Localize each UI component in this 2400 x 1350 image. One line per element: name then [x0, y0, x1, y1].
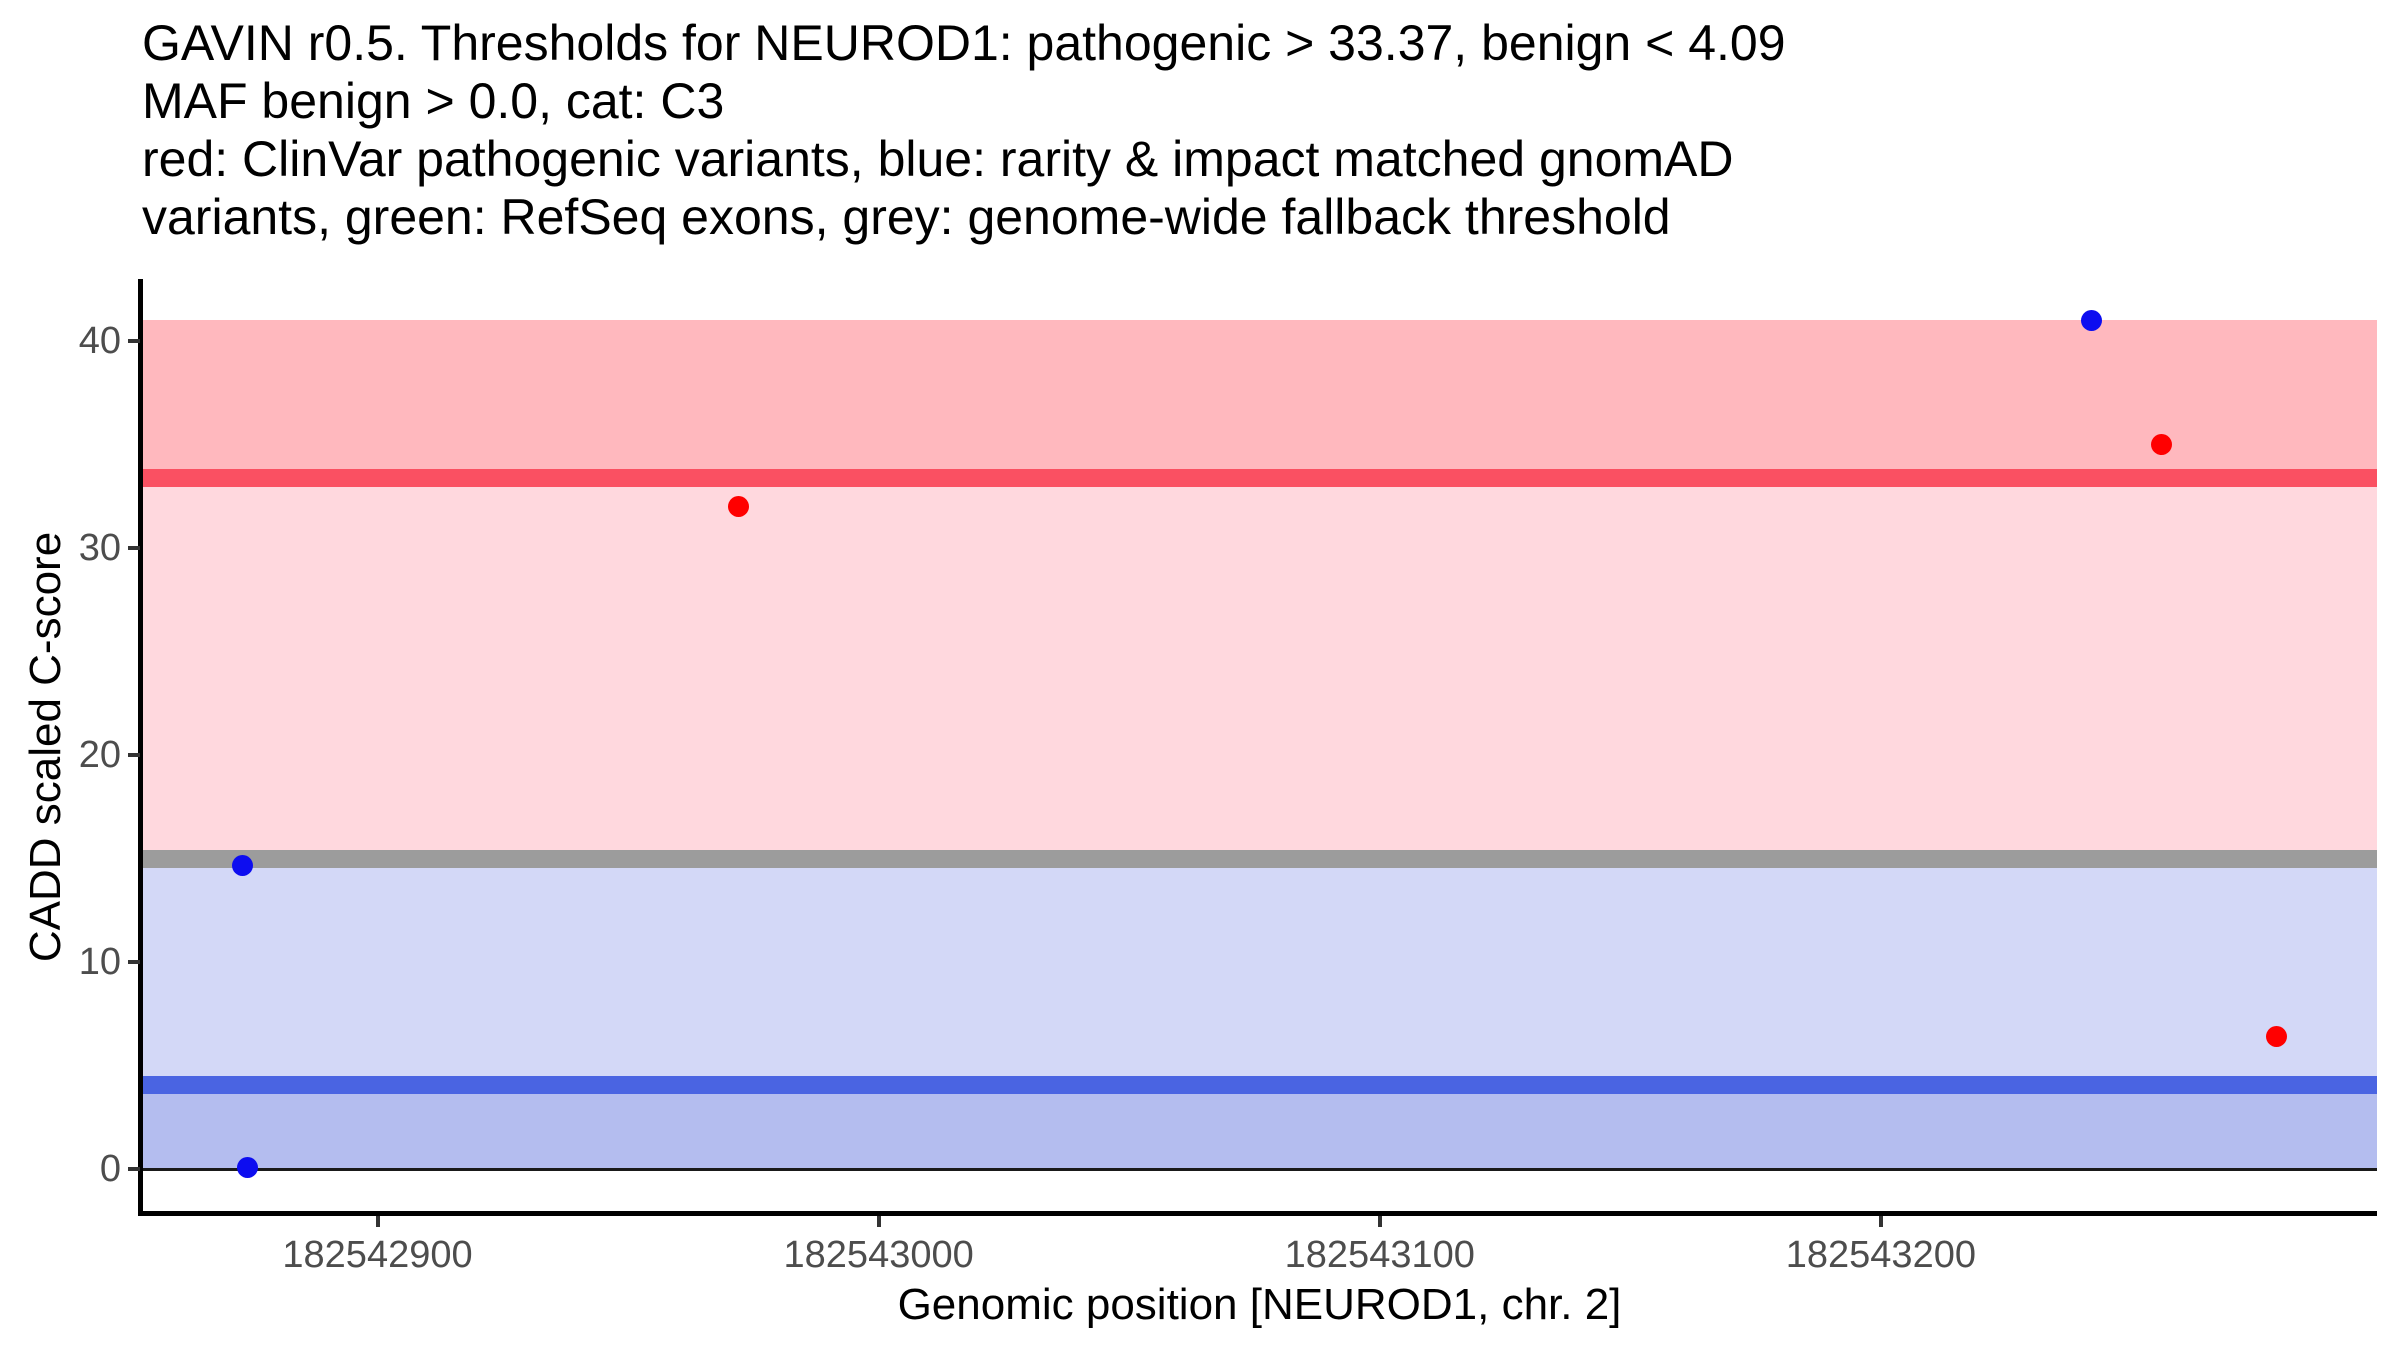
- x-tick-mark: [1377, 1216, 1382, 1227]
- x-tick-mark: [1878, 1216, 1883, 1227]
- plot-title-line-2: MAF benign > 0.0, cat: C3: [142, 73, 725, 129]
- plot-title-line-3: red: ClinVar pathogenic variants, blue: …: [142, 131, 1734, 187]
- x-tick-label: 182543000: [783, 1234, 974, 1276]
- plot-title: GAVIN r0.5. Thresholds for NEUROD1: path…: [142, 14, 1786, 246]
- benign-threshold-line: [142, 1075, 2377, 1094]
- x-axis-title: Genomic position [NEUROD1, chr. 2]: [897, 1280, 1622, 1329]
- x-tick-label: 182543100: [1284, 1234, 1475, 1276]
- upper-intermediate-band: [142, 478, 2377, 859]
- zero-line: [142, 1167, 2377, 1171]
- y-tick-mark: [128, 1167, 140, 1172]
- benign-zone-band: [142, 1084, 2377, 1170]
- genome-wide-fallback-line: [142, 849, 2377, 868]
- clinvar-variant-point: [727, 496, 749, 518]
- y-tick-mark: [128, 339, 140, 344]
- y-tick-label: 10: [78, 941, 121, 984]
- y-tick-mark: [128, 753, 140, 758]
- gnomad-variant-point: [231, 854, 253, 876]
- y-tick-label: 0: [99, 1148, 121, 1191]
- y-tick-mark: [128, 546, 140, 551]
- x-tick-label: 182543200: [1785, 1234, 1976, 1276]
- x-axis-line: [138, 1211, 2377, 1216]
- plot-title-line-1: GAVIN r0.5. Thresholds for NEUROD1: path…: [142, 15, 1786, 71]
- pathogenic-zone-band: [142, 320, 2377, 479]
- gnomad-variant-point: [236, 1156, 258, 1178]
- y-tick-label: 40: [78, 320, 121, 363]
- y-tick-label: 30: [78, 527, 121, 570]
- x-tick-mark: [375, 1216, 380, 1227]
- pathogenic-threshold-line: [142, 469, 2377, 488]
- gnomad-variant-point: [2080, 309, 2102, 331]
- y-tick-mark: [128, 960, 140, 965]
- y-axis-line: [138, 279, 143, 1216]
- clinvar-variant-point: [2151, 434, 2173, 456]
- y-tick-label: 20: [78, 734, 121, 777]
- clinvar-variant-point: [2266, 1026, 2288, 1048]
- plot-title-line-4: variants, green: RefSeq exons, grey: gen…: [142, 189, 1671, 245]
- x-tick-mark: [876, 1216, 881, 1227]
- lower-intermediate-band: [142, 858, 2377, 1085]
- x-tick-label: 182542900: [282, 1234, 473, 1276]
